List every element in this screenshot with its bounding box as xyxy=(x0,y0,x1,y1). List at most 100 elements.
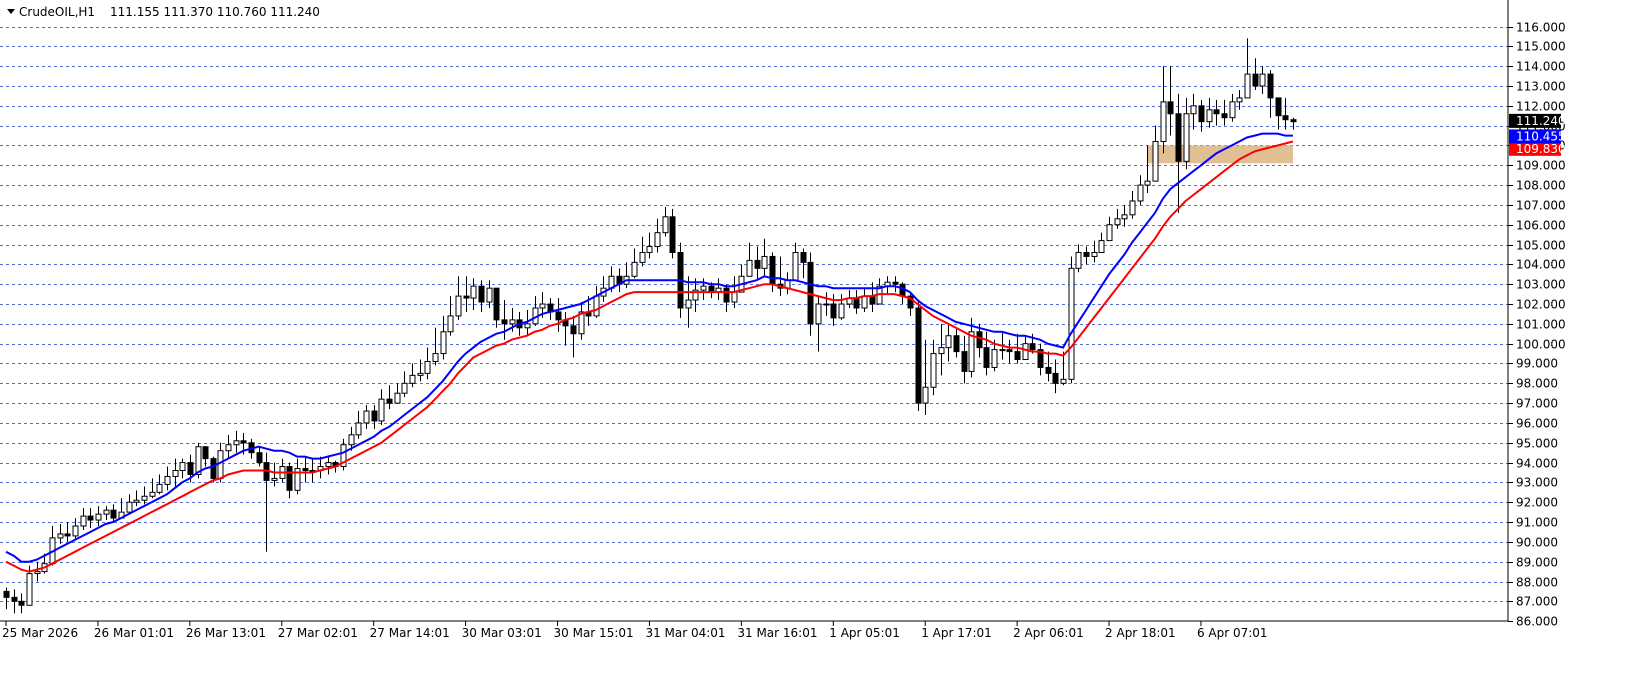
candle-bull xyxy=(1236,97,1243,103)
candle-bull xyxy=(692,289,699,301)
candle-bull xyxy=(1160,101,1167,142)
candle-bull xyxy=(233,440,240,446)
candle-bear xyxy=(187,462,194,475)
candle-bull xyxy=(1098,240,1105,253)
candle-bull xyxy=(172,470,179,477)
candle-bull xyxy=(378,398,385,422)
candle-bear xyxy=(286,466,293,491)
candle-bear xyxy=(110,509,117,519)
candle-bull xyxy=(57,533,64,539)
candle-bull xyxy=(225,444,232,452)
symbol-menu-icon[interactable] xyxy=(7,9,15,14)
candle-bull xyxy=(440,331,447,355)
candle-bear xyxy=(1029,343,1036,351)
symbol-label[interactable]: CrudeOIL,H1 xyxy=(19,5,95,19)
candle-bear xyxy=(1045,366,1052,374)
candle-bull xyxy=(103,509,110,515)
price-tick-label: 104.000 xyxy=(1516,258,1566,272)
zone-rect xyxy=(1147,145,1293,164)
candle-bear xyxy=(1052,372,1059,384)
time-tick-label: 26 Mar 13:01 xyxy=(186,626,266,640)
price-tick-label: 88.000 xyxy=(1516,576,1558,590)
candle-bear xyxy=(1275,97,1282,117)
candle-bull xyxy=(455,295,462,317)
ma-slow-price-tag-bg xyxy=(1509,141,1561,156)
candle-bull xyxy=(95,513,102,521)
candle-bear xyxy=(1252,73,1259,87)
candle-bear xyxy=(1083,251,1090,257)
candle-bull xyxy=(133,499,140,503)
candle-bear xyxy=(915,307,922,404)
candle-bull xyxy=(823,303,830,306)
candle-bull xyxy=(1075,251,1082,269)
candle-bull xyxy=(524,323,531,329)
time-axis[interactable]: 25 Mar 2026 26 Mar 01:01 26 Mar 13:01 27 Ma… xyxy=(0,620,1508,640)
candle-bear xyxy=(386,398,393,404)
price-tick-label: 100.000 xyxy=(1516,338,1566,352)
candle-bull xyxy=(861,295,868,309)
candle-bull xyxy=(1144,180,1151,186)
price-tick-label: 114.000 xyxy=(1516,60,1566,74)
candle-bull xyxy=(424,360,431,374)
ma-fast-price-tag: 110.455 xyxy=(1516,129,1566,143)
price-tick-label: 98.000 xyxy=(1516,377,1558,391)
candle-bear xyxy=(1282,115,1289,121)
candle-bull xyxy=(654,232,661,248)
last-price-tag: 111.240 xyxy=(1516,114,1566,128)
candle-bear xyxy=(1290,119,1297,123)
candle-bull xyxy=(593,295,600,317)
candle-bear xyxy=(754,259,761,269)
time-tick-label: 26 Mar 01:01 xyxy=(94,626,174,640)
candle-bear xyxy=(11,596,18,602)
candle-bear xyxy=(87,515,94,521)
price-tick-label: 106.000 xyxy=(1516,219,1566,233)
candle-bull xyxy=(179,462,186,472)
price-tick-label: 102.000 xyxy=(1516,298,1566,312)
candle-bear xyxy=(555,311,562,321)
ma-slow-line xyxy=(5,140,1294,573)
price-tick-label: 89.000 xyxy=(1516,556,1558,570)
candle-bull xyxy=(126,501,133,513)
candle-bull xyxy=(141,495,148,501)
candle-bear xyxy=(769,255,776,285)
candle-bull xyxy=(646,246,653,253)
candle-bear xyxy=(3,590,10,598)
candle-bull xyxy=(72,525,79,537)
candle-bear xyxy=(1221,113,1228,119)
candle-bull xyxy=(685,299,692,309)
price-tick-label: 97.000 xyxy=(1516,397,1558,411)
candle-bull xyxy=(838,303,845,319)
candle-bear xyxy=(907,295,914,309)
candle-bull xyxy=(991,349,998,368)
candle-bull xyxy=(1259,73,1266,87)
candle-bear xyxy=(961,351,968,372)
time-tick-label: 31 Mar 04:01 xyxy=(645,626,725,640)
candle-bear xyxy=(1198,105,1205,123)
time-tick-label: 1 Apr 05:01 xyxy=(829,626,900,640)
price-tick-label: 87.000 xyxy=(1516,595,1558,609)
candle-bull xyxy=(999,349,1006,352)
candle-bear xyxy=(669,216,676,253)
candle-bear xyxy=(983,347,990,368)
candle-bull xyxy=(1022,343,1029,361)
candle-bull xyxy=(470,285,477,299)
price-tick-label: 91.000 xyxy=(1516,516,1558,530)
time-tick-label: 2 Apr 18:01 xyxy=(1105,626,1176,640)
candle-bear xyxy=(830,303,837,319)
candle-bull xyxy=(355,422,362,436)
price-tick-label: 96.000 xyxy=(1516,417,1558,431)
candle-bull xyxy=(700,285,707,291)
candle-bull xyxy=(631,261,638,277)
time-tick-label: 27 Mar 14:01 xyxy=(370,626,450,640)
candle-bear xyxy=(1006,349,1013,353)
candle-bear xyxy=(953,335,960,353)
ma-fast-price-tag-bg xyxy=(1509,129,1561,144)
candle-bull xyxy=(509,319,516,325)
price-tick-label: 116.000 xyxy=(1516,21,1566,35)
price-tick-label: 108.000 xyxy=(1516,179,1566,193)
candle-bull xyxy=(348,434,355,446)
price-tick-label: 113.000 xyxy=(1516,80,1566,94)
candle-bull xyxy=(792,251,799,281)
candle-bull xyxy=(1114,218,1121,226)
